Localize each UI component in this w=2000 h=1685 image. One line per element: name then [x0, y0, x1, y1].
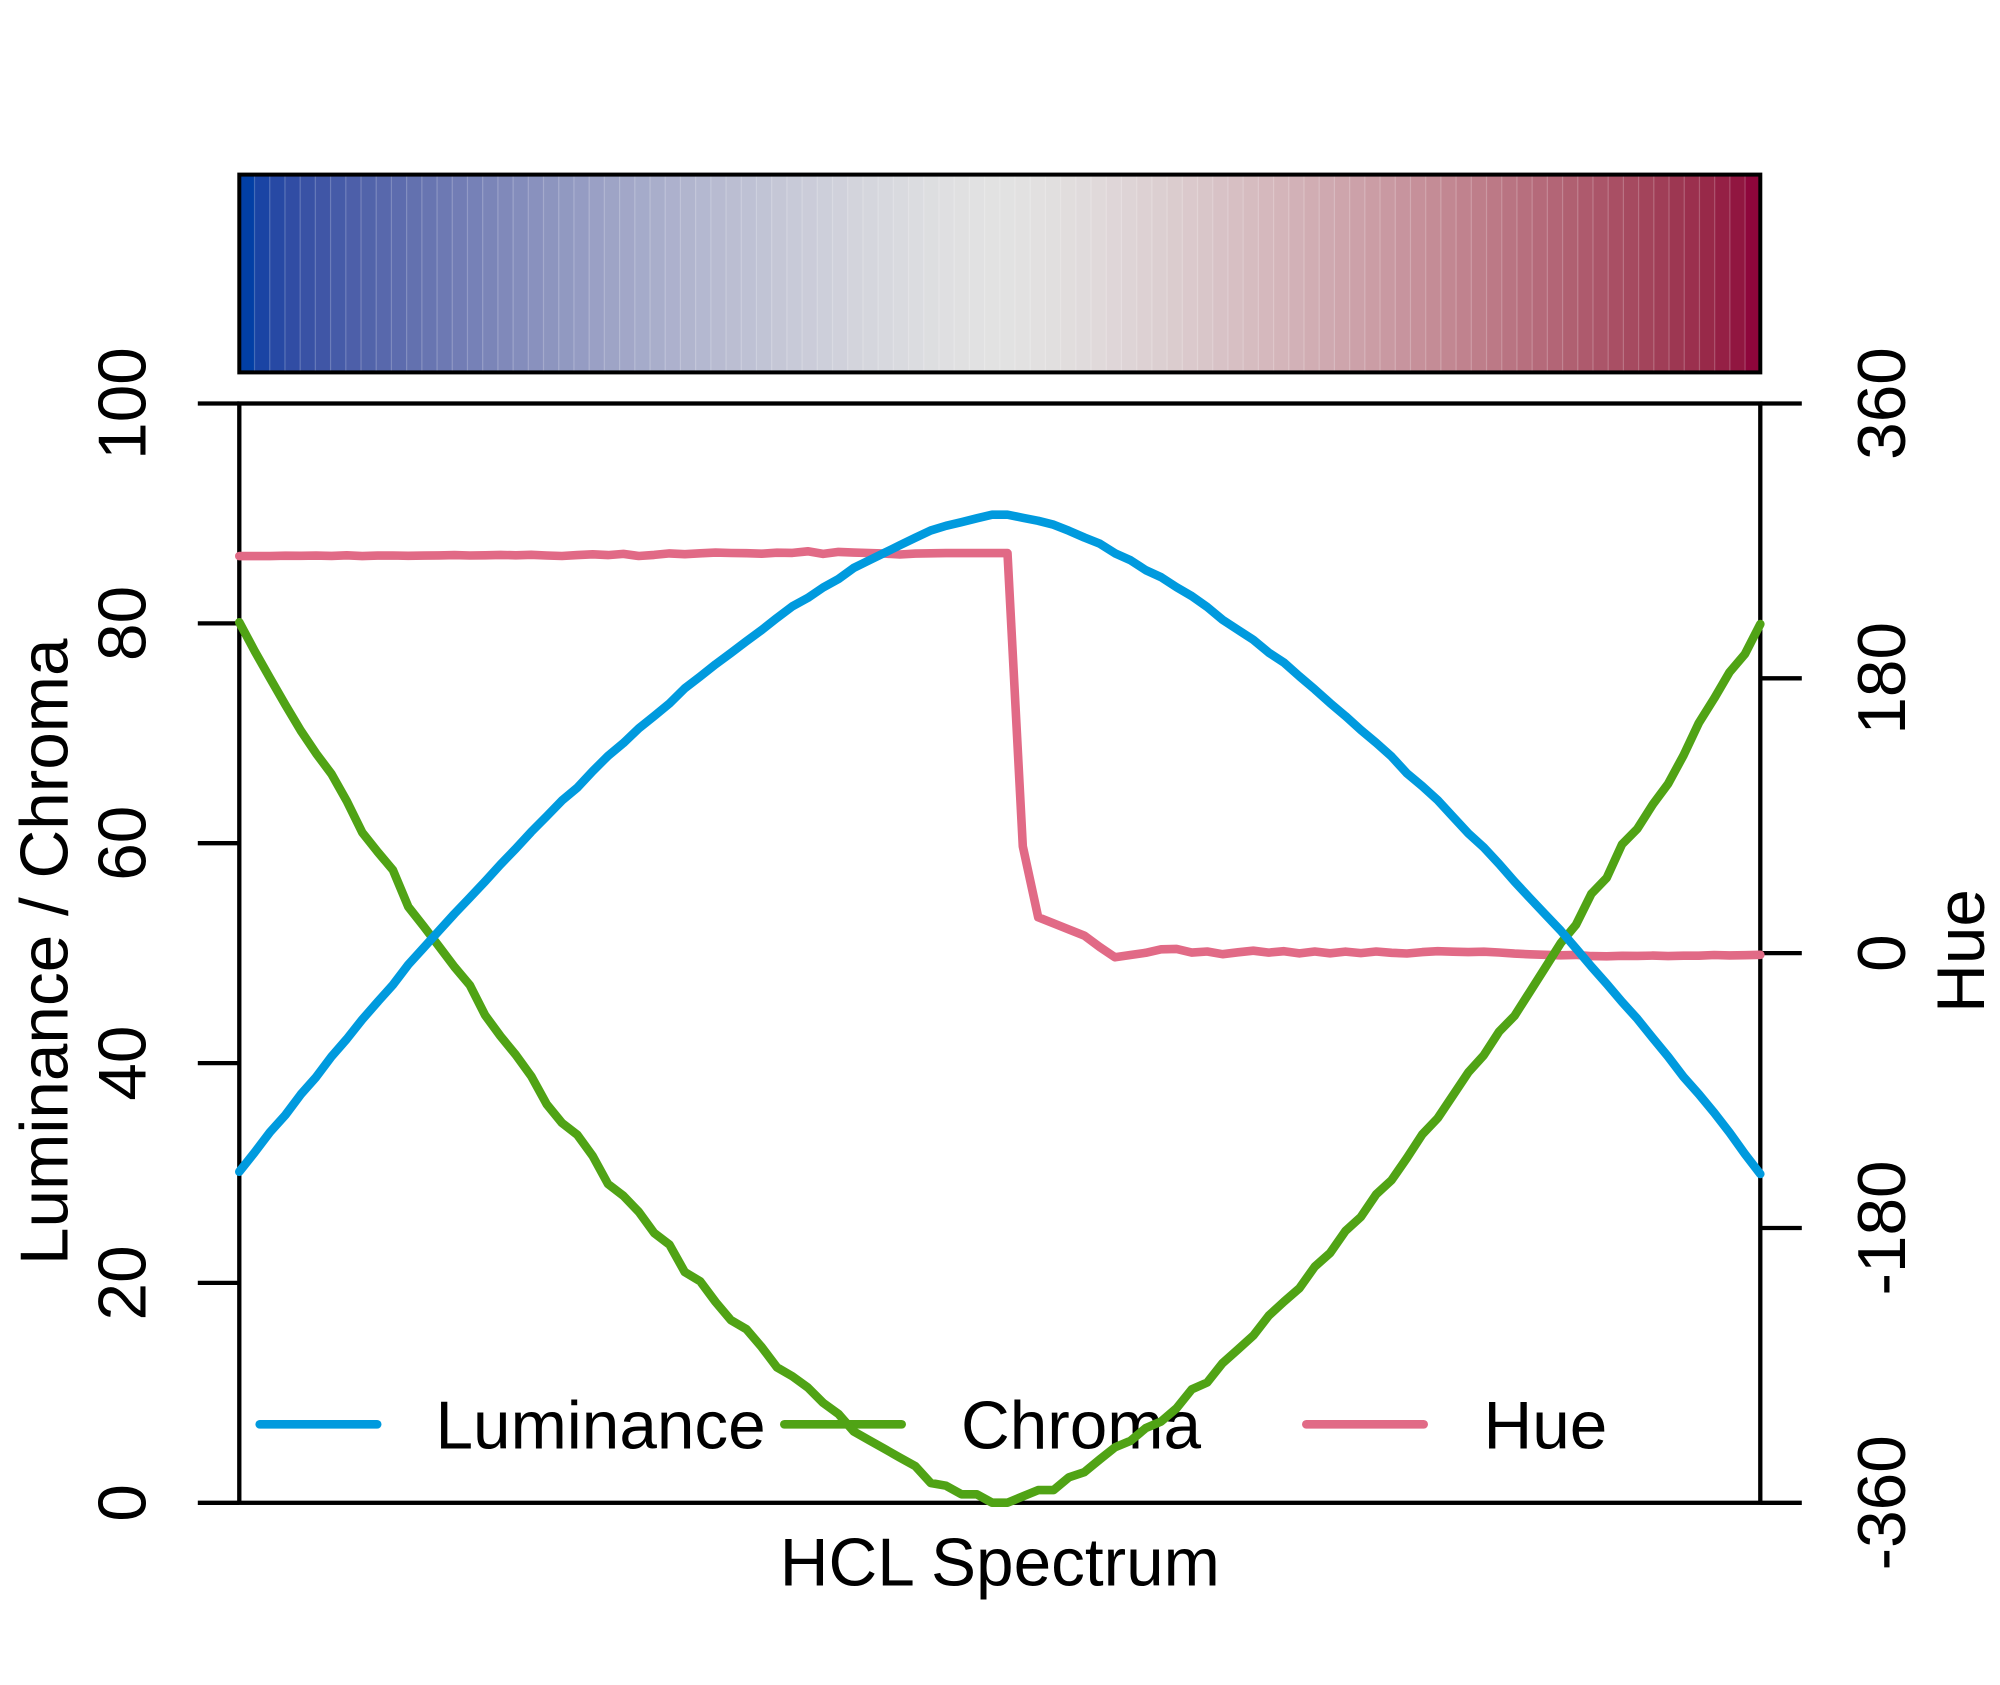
svg-text:Luminance / Chroma: Luminance / Chroma: [8, 638, 83, 1265]
svg-text:-360: -360: [1845, 1435, 1920, 1570]
svg-text:Hue: Hue: [1484, 1389, 1608, 1464]
svg-text:100: 100: [86, 347, 161, 460]
svg-text:HCL Spectrum: HCL Spectrum: [780, 1526, 1220, 1601]
svg-text:Luminance: Luminance: [436, 1389, 766, 1464]
svg-text:0: 0: [1845, 934, 1920, 972]
svg-text:0: 0: [86, 1484, 161, 1522]
svg-text:80: 80: [86, 586, 161, 661]
svg-text:40: 40: [86, 1026, 161, 1101]
svg-text:Hue: Hue: [1924, 889, 1999, 1013]
svg-text:-180: -180: [1845, 1160, 1920, 1295]
svg-text:Chroma: Chroma: [961, 1389, 1202, 1464]
svg-text:60: 60: [86, 806, 161, 881]
svg-text:360: 360: [1845, 347, 1920, 460]
svg-text:20: 20: [86, 1245, 161, 1320]
svg-text:180: 180: [1845, 622, 1920, 735]
